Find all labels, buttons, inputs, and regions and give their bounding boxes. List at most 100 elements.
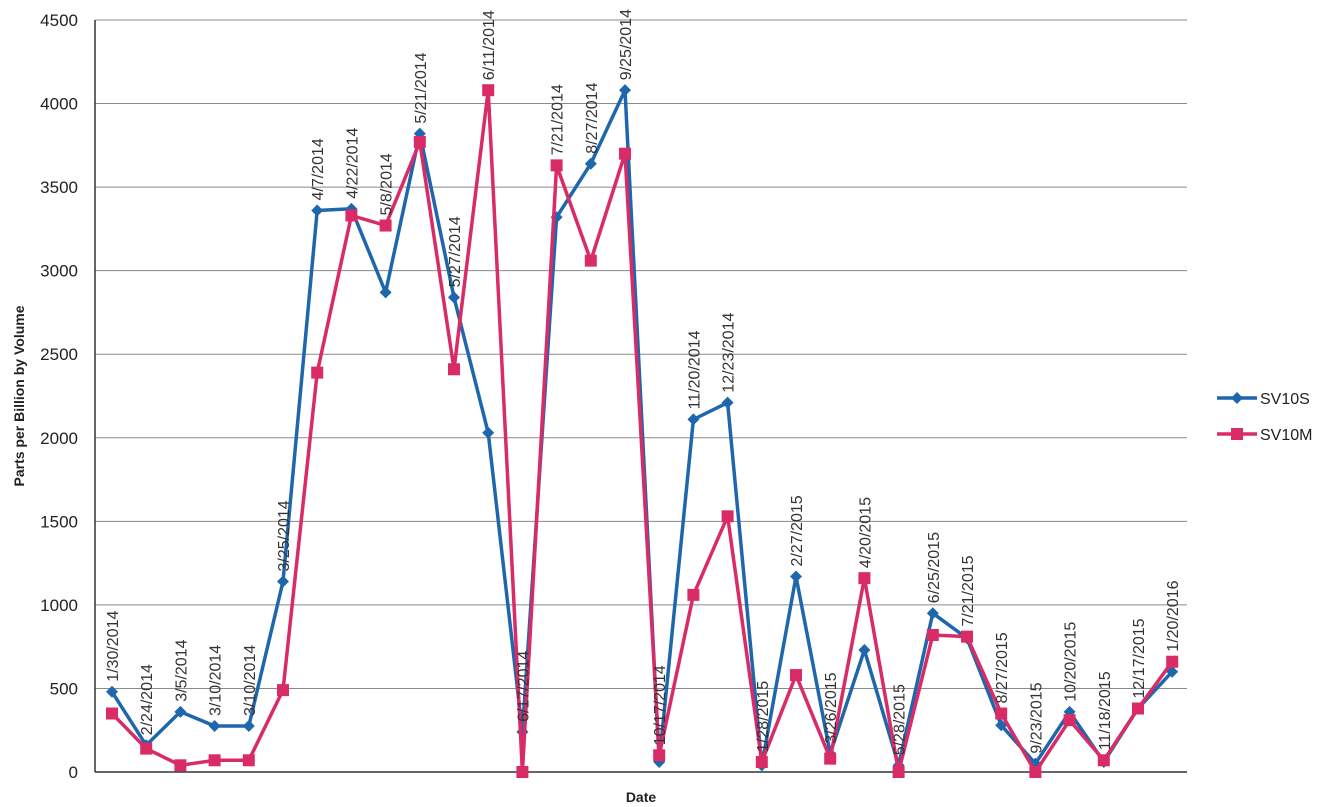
y-axis-title: Parts per Billion by Volume xyxy=(11,305,27,486)
data-label: 12/23/2014 xyxy=(721,313,738,393)
y-tick-label: 4000 xyxy=(40,95,78,114)
legend: SV10S SV10M xyxy=(1217,391,1312,444)
data-point-marker xyxy=(140,742,153,755)
data-label: 12/17/2015 xyxy=(1131,618,1148,698)
data-point-marker xyxy=(277,684,289,697)
x-axis-title: Date xyxy=(626,789,657,805)
data-label: 5/28/2015 xyxy=(892,684,909,755)
data-point-marker xyxy=(550,159,563,172)
legend-marker xyxy=(1231,428,1243,440)
data-point-marker xyxy=(208,720,221,733)
data-point-marker xyxy=(721,510,734,523)
data-point-marker xyxy=(755,755,768,768)
data-point-marker xyxy=(379,286,392,299)
data-point-marker xyxy=(995,719,1008,732)
data-label: 2/27/2015 xyxy=(789,495,806,566)
data-point-marker xyxy=(584,254,597,267)
data-point-marker xyxy=(961,630,973,643)
data-label: 3/10/2014 xyxy=(208,645,225,716)
data-label: 1/28/2015 xyxy=(755,681,772,752)
data-point-marker xyxy=(926,607,939,620)
data-label: 9/25/2014 xyxy=(618,9,635,80)
data-point-marker xyxy=(174,705,187,718)
data-label: 7/21/2014 xyxy=(550,84,567,155)
data-point-marker xyxy=(1132,702,1144,715)
data-label: 6/11/2014 xyxy=(481,10,498,80)
data-point-marker xyxy=(516,766,529,778)
data-point-marker xyxy=(448,291,460,304)
data-label: 2/24/2014 xyxy=(139,664,156,735)
data-label: 1/20/2016 xyxy=(1165,580,1182,651)
data-point-marker xyxy=(448,363,460,376)
data-point-marker xyxy=(926,628,939,641)
data-point-marker xyxy=(1166,655,1179,668)
data-label: 4/7/2014 xyxy=(310,138,327,200)
data-point-marker xyxy=(1063,714,1076,727)
data-label: 4/20/2015 xyxy=(857,497,874,568)
gridlines xyxy=(95,19,1187,689)
data-label: 3/26/2015 xyxy=(823,672,840,743)
data-point-marker xyxy=(1029,766,1042,778)
data-label: 8/27/2014 xyxy=(584,82,601,153)
data-point-marker xyxy=(379,219,392,232)
data-point-marker xyxy=(790,669,802,682)
y-tick-label: 2000 xyxy=(40,429,78,448)
data-point-marker xyxy=(653,749,666,762)
legend-label: SV10S xyxy=(1260,391,1310,408)
data-label: 9/23/2015 xyxy=(1028,682,1045,753)
data-label: 3/25/2014 xyxy=(276,500,293,571)
data-label: 10/20/2015 xyxy=(1063,622,1080,702)
y-tick-label: 1500 xyxy=(40,512,78,531)
data-point-marker xyxy=(619,84,631,97)
data-point-marker xyxy=(858,572,871,585)
legend-marker xyxy=(1231,392,1243,404)
data-point-marker xyxy=(995,707,1008,720)
y-tick-label: 4500 xyxy=(40,11,78,30)
data-point-marker xyxy=(208,754,221,767)
data-label: 5/27/2014 xyxy=(447,216,464,287)
series-line xyxy=(110,88,1174,774)
data-point-marker xyxy=(687,413,700,426)
data-point-marker xyxy=(311,366,324,379)
data-point-marker xyxy=(106,707,118,720)
y-axis-ticks: 0 500 1000 1500 2000 2500 3000 3500 4000 4500 xyxy=(40,11,78,782)
data-point-marker xyxy=(242,754,255,767)
data-label: 4/22/2014 xyxy=(344,128,361,199)
data-point-marker xyxy=(721,396,734,409)
data-point-marker xyxy=(790,570,802,583)
y-tick-label: 0 xyxy=(69,763,78,782)
data-label: 6/25/2015 xyxy=(926,532,943,603)
data-point-marker xyxy=(482,426,495,439)
series-lines xyxy=(106,84,1179,778)
data-point-marker xyxy=(311,204,324,217)
data-label: 11/20/2014 xyxy=(686,330,703,409)
data-point-marker xyxy=(687,588,700,601)
point-labels: 1/30/2014 2/24/2014 3/5/2014 3/10/2014 3/10/… xyxy=(105,9,1182,755)
data-label: 1/30/2014 xyxy=(105,611,122,682)
data-point-marker xyxy=(106,685,118,698)
data-point-marker xyxy=(824,752,837,765)
y-tick-label: 1000 xyxy=(40,596,78,615)
data-point-marker xyxy=(619,147,631,160)
y-tick-label: 2500 xyxy=(40,345,78,364)
y-tick-label: 500 xyxy=(50,679,78,698)
data-point-marker xyxy=(482,84,495,97)
data-label: 11/18/2015 xyxy=(1097,671,1114,750)
data-point-marker xyxy=(858,644,871,657)
y-tick-label: 3500 xyxy=(40,178,78,197)
data-label: 10/17/2014 xyxy=(652,665,669,745)
data-label: 5/8/2014 xyxy=(379,153,396,215)
y-tick-label: 3000 xyxy=(40,262,78,281)
data-label: 7/21/2015 xyxy=(960,555,977,626)
data-label: 6/17/2014 xyxy=(515,651,532,722)
data-point-marker xyxy=(242,720,255,733)
data-point-marker xyxy=(345,209,358,222)
data-point-marker xyxy=(277,575,289,588)
data-point-marker xyxy=(584,157,597,170)
data-point-marker xyxy=(174,759,187,772)
data-label: 5/21/2014 xyxy=(413,52,430,123)
legend-label: SV10M xyxy=(1260,427,1312,444)
data-label: 3/5/2014 xyxy=(173,639,190,701)
data-point-marker xyxy=(413,135,426,148)
